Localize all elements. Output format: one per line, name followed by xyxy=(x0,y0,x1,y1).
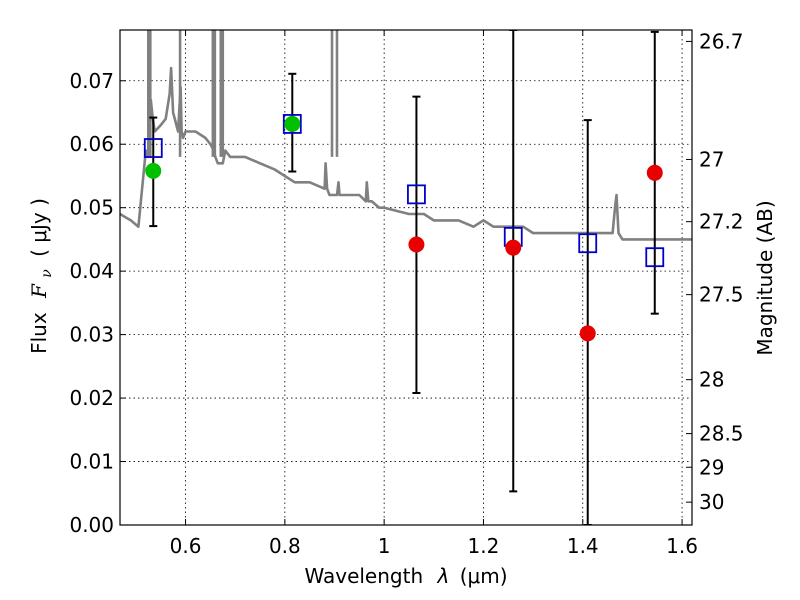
right-tick-label: 27.2 xyxy=(699,210,744,234)
x-axis-title: Wavelength λ (μm) xyxy=(304,564,507,588)
spectrum-layer xyxy=(120,30,692,241)
x-axis-symbol: λ xyxy=(437,564,450,588)
model-square-marker xyxy=(143,138,163,158)
photometry-point xyxy=(145,162,162,179)
right-tick-label: 28.5 xyxy=(699,422,744,446)
right-tick-label: 27.5 xyxy=(699,283,744,307)
model-square-marker xyxy=(407,184,426,205)
y-axis-unit: ( μJy ) xyxy=(27,198,51,257)
x-axis-label: Wavelength xyxy=(304,564,423,588)
photometry-point xyxy=(646,164,663,181)
photometry-point xyxy=(579,325,596,342)
model-square-marker xyxy=(578,233,598,254)
marker-layer xyxy=(143,114,665,342)
right-tick-label: 29 xyxy=(699,455,724,479)
photometry-point xyxy=(505,239,522,256)
x-tick-label: 1.2 xyxy=(468,534,500,558)
x-tick-label: 1 xyxy=(378,534,391,558)
right-tick-label: 28 xyxy=(699,368,724,392)
right-tick-label: 30 xyxy=(699,490,724,514)
photometry-point xyxy=(284,115,301,132)
model-square-marker xyxy=(282,114,302,134)
x-tick-label: 0.8 xyxy=(269,534,301,558)
x-axis-unit: (μm) xyxy=(460,564,508,588)
x-tick-label: 0.6 xyxy=(170,534,202,558)
y-tick-label: 0.01 xyxy=(69,450,114,474)
right-tick-label: 26.7 xyxy=(699,29,744,53)
y-axis-label: Flux xyxy=(27,312,51,354)
model-square-marker xyxy=(645,247,665,268)
y-tick-label: 0.05 xyxy=(69,196,114,220)
right-axis-title: Magnitude (AB) xyxy=(753,200,777,355)
y-tick-label: 0.00 xyxy=(69,513,114,537)
y-tick-label: 0.06 xyxy=(69,132,114,156)
y-tick-label: 0.07 xyxy=(69,69,114,93)
plot-frame xyxy=(119,29,693,526)
y-axis-title: Flux F ν ( μJy ) xyxy=(27,198,56,354)
y-tick-label: 0.03 xyxy=(69,323,114,347)
y-tick-label: 0.04 xyxy=(69,259,114,283)
spectrum-line xyxy=(120,66,692,241)
y-axis-symbol: F xyxy=(27,283,51,299)
x-tick-label: 1.4 xyxy=(567,534,599,558)
right-tick-label: 27 xyxy=(699,147,724,171)
y-axis-subscript: ν xyxy=(39,269,55,278)
photometry-point xyxy=(408,236,425,253)
y-tick-label: 0.02 xyxy=(69,386,114,410)
x-tick-label: 1.6 xyxy=(666,534,698,558)
ticks: 0.6 0.8 1 1.2 1.4 1.6 0.00 0.01 0.02 0.03 0.04 0.05… xyxy=(69,29,743,558)
